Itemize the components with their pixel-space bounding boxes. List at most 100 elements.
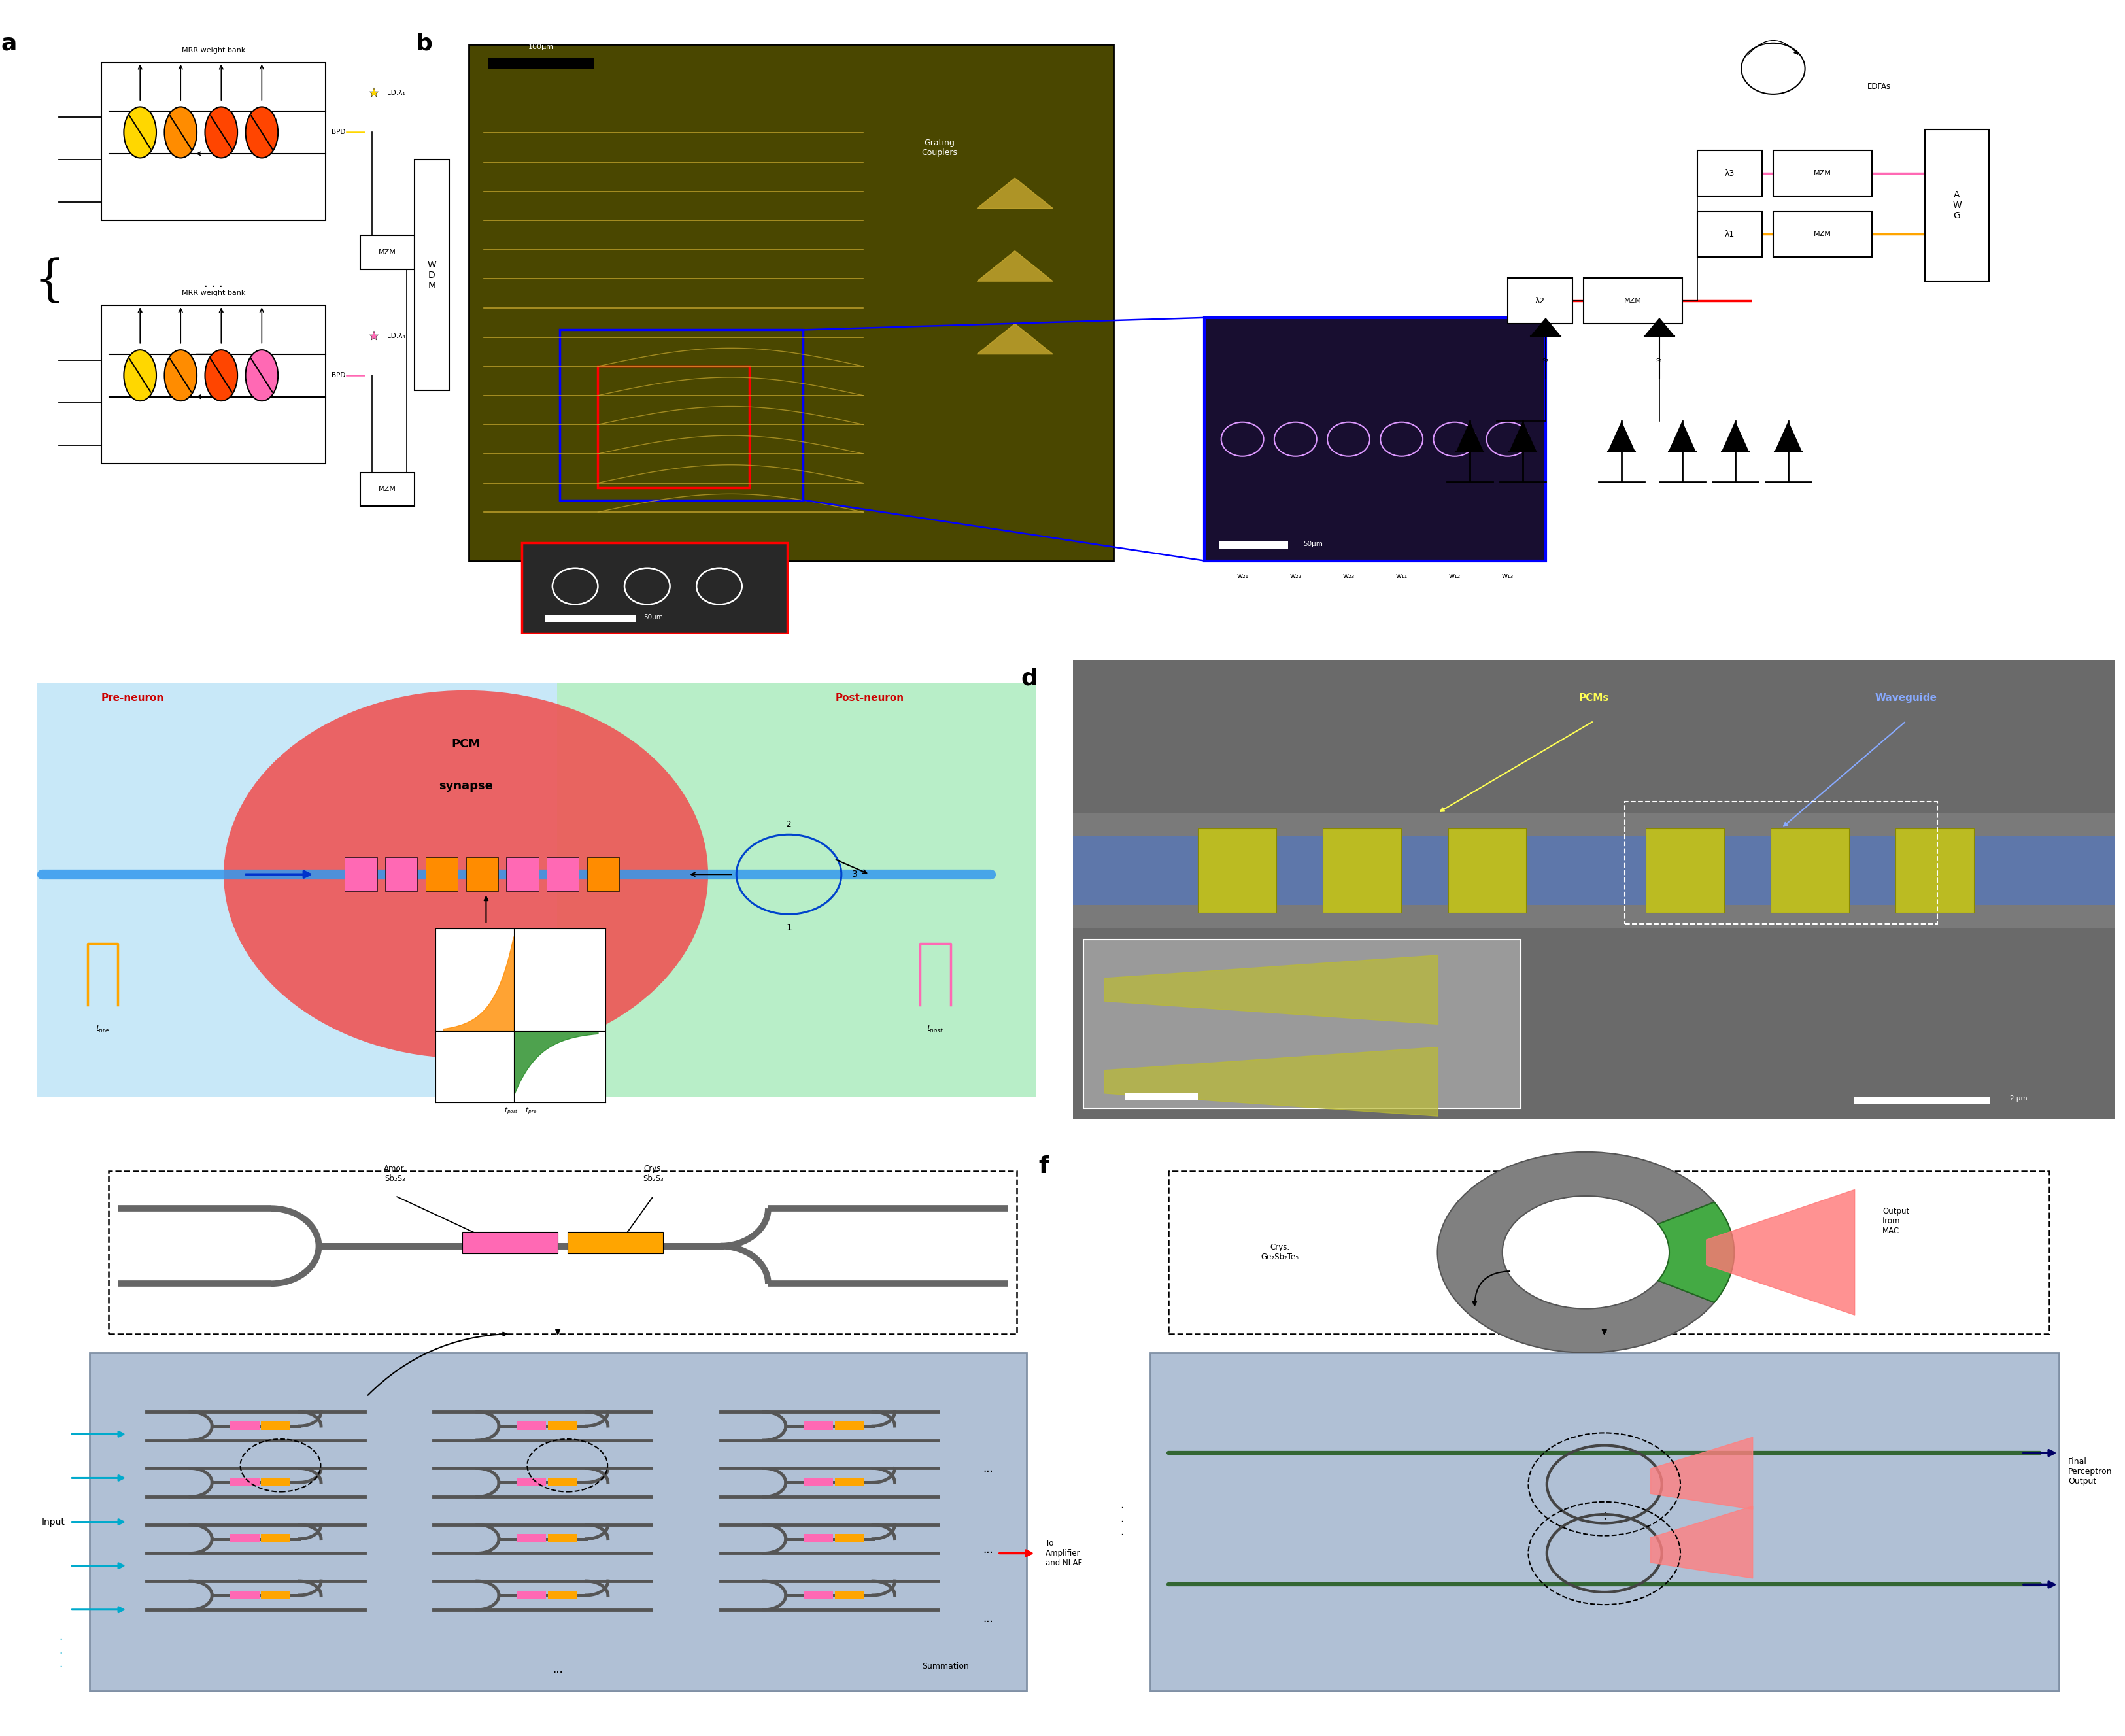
Text: 3: 3 [852,870,856,878]
Text: Input: Input [42,1517,66,1526]
FancyBboxPatch shape [102,62,325,220]
Text: ···: ··· [984,1547,992,1559]
Polygon shape [978,323,1052,354]
Bar [230,1422,259,1430]
Bar [567,1231,663,1253]
Bar [1896,828,1974,913]
FancyBboxPatch shape [385,858,416,891]
Bar [835,1477,865,1486]
FancyBboxPatch shape [587,858,618,891]
FancyBboxPatch shape [1925,128,1989,281]
FancyBboxPatch shape [102,306,325,464]
Text: LD:λ₁: LD:λ₁ [387,90,406,95]
Circle shape [164,108,198,158]
Circle shape [223,691,708,1059]
Bar [516,1422,546,1430]
FancyBboxPatch shape [1150,1352,2059,1691]
Text: MRR weight bank: MRR weight bank [181,47,244,54]
Bar [516,1590,546,1599]
Text: w₁₁: w₁₁ [1396,573,1407,580]
Text: · · ·: · · · [204,281,223,293]
Text: MZM: MZM [378,248,395,255]
FancyBboxPatch shape [1698,151,1762,196]
Circle shape [204,351,238,401]
Bar [230,1535,259,1543]
Text: $t_{pre}$: $t_{pre}$ [96,1024,108,1035]
Text: MZM: MZM [378,486,395,493]
Polygon shape [1721,422,1749,451]
Wedge shape [1658,1201,1734,1302]
Text: A
W
G: A W G [1953,191,1961,220]
Bar [1770,828,1849,913]
Text: Amor.
Sb₂S₃: Amor. Sb₂S₃ [385,1165,406,1184]
Text: W
D
M: W D M [427,260,436,290]
FancyBboxPatch shape [1698,212,1762,257]
Text: ···: ··· [984,1616,992,1628]
Text: Summation: Summation [922,1661,969,1670]
Polygon shape [1706,1189,1855,1316]
Text: y₂: y₂ [1838,184,1844,191]
Bar [1073,812,2114,929]
FancyBboxPatch shape [523,542,788,634]
Text: Final
Perceptron
Output: Final Perceptron Output [2068,1458,2112,1486]
Circle shape [123,351,157,401]
Bar [1084,939,1522,1108]
Text: w₂₃: w₂₃ [1343,573,1354,580]
Bar [1324,828,1400,913]
Circle shape [204,108,238,158]
Text: Waveguide: Waveguide [1874,693,1938,703]
Bar [803,1590,833,1599]
Bar [463,1231,557,1253]
Text: BPD: BPD [332,372,344,378]
Text: PCMs: PCMs [1579,693,1609,703]
Text: MZM: MZM [1813,170,1832,177]
Bar [230,1477,259,1486]
Bar [1220,542,1288,549]
Text: w₁₂: w₁₂ [1449,573,1460,580]
Text: ···: ··· [552,1667,563,1679]
Bar [261,1590,291,1599]
Text: w₁₃: w₁₃ [1502,573,1513,580]
Bar [516,1535,546,1543]
Bar [1853,1097,1989,1104]
Text: 100μm: 100μm [529,43,555,50]
Text: To
Amplifier
and NLAF: To Amplifier and NLAF [1046,1540,1082,1568]
Bar [803,1535,833,1543]
Polygon shape [1609,422,1634,451]
FancyBboxPatch shape [1169,1170,2048,1333]
Bar [261,1535,291,1543]
Text: a: a [0,31,17,54]
Circle shape [246,351,278,401]
Text: x: x [1840,156,1842,163]
Bar [1647,828,1723,913]
Polygon shape [1651,1437,1753,1509]
Circle shape [246,108,278,158]
Text: ·
·
·: · · · [1120,1502,1124,1542]
Wedge shape [1436,1153,1715,1352]
FancyBboxPatch shape [546,858,578,891]
FancyBboxPatch shape [1772,151,1872,196]
Text: ···: ··· [984,1465,992,1477]
Text: w₂₂: w₂₂ [1290,573,1300,580]
Text: LD:λ₄: LD:λ₄ [387,333,406,339]
Bar [261,1477,291,1486]
Bar [1073,837,2114,904]
Text: Post-neuron: Post-neuron [835,693,903,703]
Text: Crys.
Sb₂S₃: Crys. Sb₂S₃ [644,1165,663,1184]
X-axis label: $t_{post}-t_{pre}$: $t_{post}-t_{pre}$ [504,1106,538,1116]
FancyBboxPatch shape [89,1352,1026,1691]
Bar [835,1535,865,1543]
Text: {: { [34,257,66,306]
Text: 1 μm: 1 μm [1220,1094,1237,1101]
Polygon shape [978,177,1052,208]
Text: w₂₁: w₂₁ [1237,573,1247,580]
Bar [516,1477,546,1486]
Text: Output
from
MAC: Output from MAC [1883,1207,1910,1234]
Polygon shape [1530,318,1562,335]
Bar [230,1590,259,1599]
Polygon shape [1509,422,1536,451]
Text: MZM: MZM [1624,297,1643,304]
Text: $t_{post}$: $t_{post}$ [926,1024,944,1035]
Text: Δw: Δw [478,934,495,946]
Text: synapse: synapse [440,779,493,792]
